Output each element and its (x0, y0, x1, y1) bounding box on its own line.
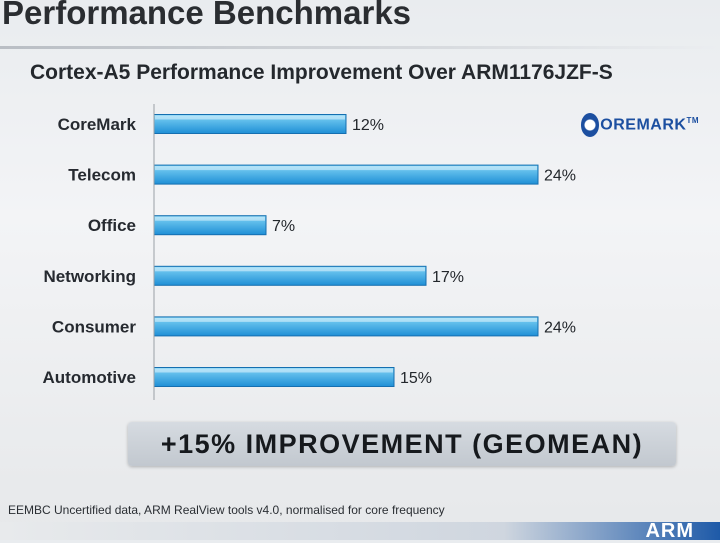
value-label: 12% (352, 117, 384, 134)
footer-bar (0, 522, 720, 540)
value-label: 17% (432, 269, 464, 286)
callout-text: +15% IMPROVEMENT (GEOMEAN) (160, 428, 644, 459)
chart-subtitle: Cortex-A5 Performance Improvement Over A… (30, 61, 613, 84)
footnote: EEMBC Uncertified data, ARM RealView too… (8, 503, 445, 517)
coremark-logo: OREMARKTM (581, 111, 699, 139)
category-label: CoreMark (58, 115, 137, 134)
category-label: Consumer (52, 317, 136, 336)
bar-highlight (155, 115, 345, 120)
category-label: Networking (43, 267, 136, 286)
value-label: 24% (544, 319, 576, 336)
value-label: 15% (400, 370, 432, 387)
slide-title: Performance Benchmarks (2, 0, 412, 31)
arm-logo: ARM (645, 520, 694, 542)
category-label: Telecom (68, 166, 136, 185)
bar-highlight (155, 267, 425, 272)
bar-highlight (155, 216, 265, 221)
bars-group: CoreMark 12% Telecom 24% Office 7% Networking 1… (43, 114, 576, 387)
value-label: 24% (544, 168, 576, 185)
coremark-logo-text: OREMARKTM (600, 115, 699, 134)
category-label: Automotive (43, 368, 137, 387)
bar-highlight (155, 368, 393, 373)
bar-highlight (155, 317, 537, 322)
improvement-callout: +15% IMPROVEMENT (GEOMEAN) (128, 422, 676, 466)
title-rule (0, 46, 720, 49)
category-label: Office (88, 216, 136, 235)
bar-highlight (155, 166, 537, 171)
value-label: 7% (272, 218, 295, 235)
bar-chart: CoreMark 12% Telecom 24% Office 7% Networking 1… (43, 104, 576, 400)
coremark-logo-icon (581, 113, 600, 137)
